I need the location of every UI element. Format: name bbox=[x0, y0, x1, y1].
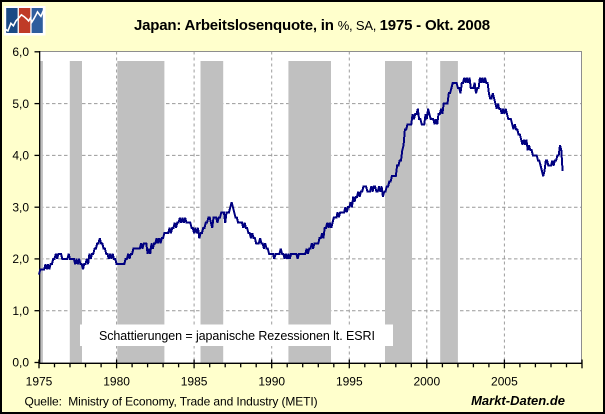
svg-text:6,0: 6,0 bbox=[12, 45, 29, 59]
svg-text:1990: 1990 bbox=[258, 375, 285, 389]
svg-text:3,0: 3,0 bbox=[12, 200, 29, 214]
svg-text:Japan: Arbeitslosenquote, in %: Japan: Arbeitslosenquote, in %, SA, 1975… bbox=[134, 17, 490, 34]
svg-text:Schattierungen = japanische Re: Schattierungen = japanische Rezessionen … bbox=[99, 329, 375, 343]
svg-text:1980: 1980 bbox=[103, 375, 130, 389]
svg-text:Markt-Daten.de: Markt-Daten.de bbox=[471, 393, 565, 408]
svg-text:1,0: 1,0 bbox=[12, 304, 29, 318]
svg-text:1975: 1975 bbox=[26, 375, 53, 389]
svg-text:2,0: 2,0 bbox=[12, 252, 29, 266]
svg-text:2000: 2000 bbox=[413, 375, 440, 389]
svg-text:1995: 1995 bbox=[336, 375, 363, 389]
svg-text:0,0: 0,0 bbox=[12, 356, 29, 370]
svg-text:1985: 1985 bbox=[181, 375, 208, 389]
svg-text:Quelle: Ministry of Economy,: Quelle: Ministry of Economy, Trade and I… bbox=[25, 395, 318, 409]
svg-text:2005: 2005 bbox=[491, 375, 518, 389]
svg-text:5,0: 5,0 bbox=[12, 97, 29, 111]
svg-text:4,0: 4,0 bbox=[12, 149, 29, 163]
